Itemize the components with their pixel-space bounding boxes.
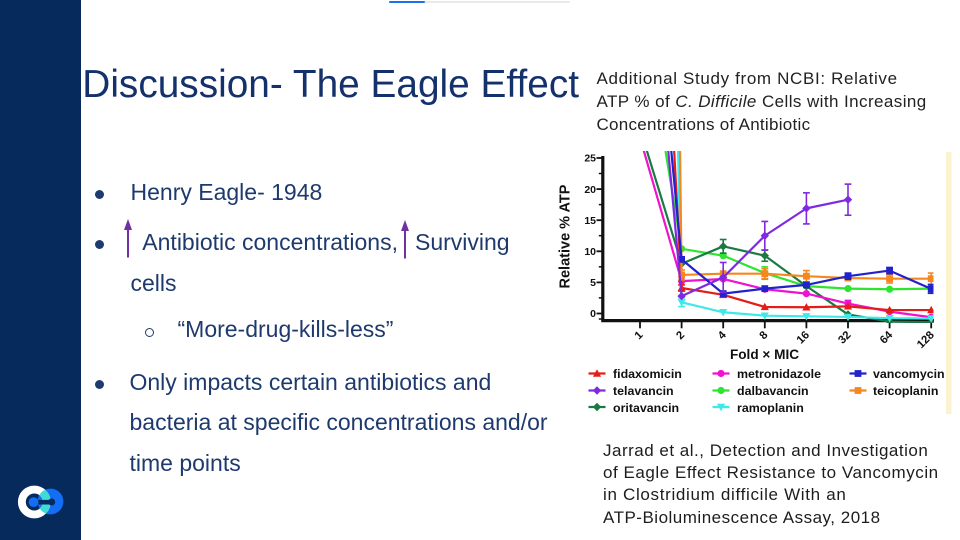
svg-text:metronidazole: metronidazole bbox=[737, 367, 821, 381]
svg-text:Relative % ATP: Relative % ATP bbox=[558, 184, 574, 288]
svg-text:128: 128 bbox=[915, 329, 937, 351]
svg-text:5: 5 bbox=[590, 277, 596, 289]
svg-text:fidaxomicin: fidaxomicin bbox=[613, 367, 682, 381]
svg-text:1: 1 bbox=[633, 329, 646, 342]
svg-text:20: 20 bbox=[584, 184, 596, 196]
svg-text:0: 0 bbox=[590, 308, 596, 320]
svg-text:2: 2 bbox=[674, 329, 687, 342]
svg-text:16: 16 bbox=[795, 329, 812, 346]
svg-text:oritavancin: oritavancin bbox=[613, 401, 679, 415]
svg-text:4: 4 bbox=[716, 329, 729, 342]
svg-text:telavancin: telavancin bbox=[613, 384, 674, 398]
svg-text:64: 64 bbox=[878, 329, 896, 347]
svg-text:32: 32 bbox=[836, 329, 853, 346]
svg-text:ramoplanin: ramoplanin bbox=[737, 401, 804, 415]
svg-text:Fold × MIC: Fold × MIC bbox=[730, 347, 799, 362]
svg-text:25: 25 bbox=[584, 153, 596, 165]
svg-text:8: 8 bbox=[757, 329, 770, 342]
svg-text:teicoplanin: teicoplanin bbox=[873, 384, 938, 398]
svg-text:10: 10 bbox=[584, 246, 596, 258]
svg-text:vancomycin: vancomycin bbox=[873, 367, 945, 381]
svg-text:15: 15 bbox=[584, 215, 596, 227]
svg-text:dalbavancin: dalbavancin bbox=[737, 384, 809, 398]
